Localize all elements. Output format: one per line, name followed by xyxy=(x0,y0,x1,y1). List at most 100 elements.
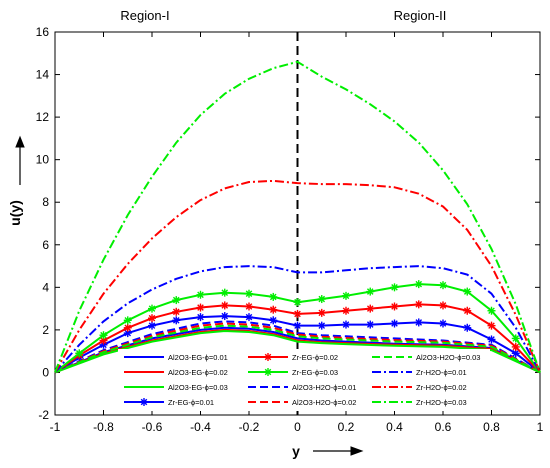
series-marker xyxy=(317,321,326,330)
legend-label: Al2O3-EG-ϕ=0.01 xyxy=(168,353,228,362)
y-tick-label: -2 xyxy=(38,408,49,422)
series-marker xyxy=(148,314,156,323)
legend: Al2O3-EG-ϕ=0.01 Al2O3-EG-ϕ=0.02 Al2O3-EG-ϕ… xyxy=(118,349,490,411)
series-marker xyxy=(390,283,399,292)
legend-label: Zr-EG-ϕ=0.02 xyxy=(292,353,338,362)
series-marker xyxy=(487,335,496,344)
series-marker xyxy=(269,316,278,325)
series-marker xyxy=(245,313,253,322)
series-marker xyxy=(196,313,205,322)
series-marker xyxy=(196,303,205,312)
series-marker xyxy=(293,321,302,330)
y-axis-label: u(y) xyxy=(7,200,23,226)
series-marker xyxy=(390,319,399,328)
series-marker xyxy=(366,304,375,313)
legend-label: Zr-H2O-ϕ=0.02 xyxy=(416,383,467,392)
y-tick-label: 0 xyxy=(42,365,49,379)
series-marker xyxy=(123,323,132,332)
series-marker xyxy=(439,281,447,290)
x-tick-label: -1 xyxy=(50,420,61,434)
series-marker xyxy=(439,319,447,328)
series-marker xyxy=(317,295,326,304)
series-marker xyxy=(220,288,229,297)
series-marker xyxy=(196,290,205,299)
series-marker xyxy=(99,331,108,340)
legend-label: Al2O3-EG-ϕ=0.02 xyxy=(168,368,228,377)
series-line-10 xyxy=(54,179,541,373)
axes: -1 -0.8 -0.6 -0.4 -0.2 0 0.2 0.4 0.6 0.8 1 -2 0 2 4 6 8 1… xyxy=(36,25,544,434)
legend-label: Al2O3-EG-ϕ=0.03 xyxy=(168,383,228,392)
series-marker xyxy=(148,304,156,313)
x-axis-label: y xyxy=(292,443,300,459)
series-marker xyxy=(414,300,423,309)
series-marker xyxy=(269,305,278,314)
series-marker xyxy=(293,309,302,318)
series-marker xyxy=(511,342,520,351)
y-axis-arrow xyxy=(15,135,25,185)
x-tick-label: -0.4 xyxy=(190,420,211,434)
series-marker xyxy=(414,280,423,289)
x-tick-label: 0.6 xyxy=(435,420,452,434)
y-tick-label: 4 xyxy=(42,280,49,294)
series-line-8 xyxy=(54,324,541,374)
series-marker xyxy=(487,306,496,315)
x-axis-arrow xyxy=(313,446,364,456)
series-marker xyxy=(463,306,472,315)
series-marker xyxy=(463,323,472,332)
y-tick-label: 8 xyxy=(42,195,49,209)
series-marker xyxy=(511,334,520,343)
y-tick-label: 14 xyxy=(36,68,50,82)
y-tick-label: 12 xyxy=(36,110,50,124)
x-tick-label: -0.2 xyxy=(239,420,260,434)
x-tick-label: -0.6 xyxy=(142,420,163,434)
series-line-9 xyxy=(54,265,541,374)
legend-label: Al2O3-H2O-ϕ=0.02 xyxy=(292,398,356,407)
legend-label: Zr-H2O-ϕ=0.01 xyxy=(416,368,467,377)
y-tick-label: 10 xyxy=(36,153,50,167)
series-marker xyxy=(342,306,350,315)
legend-label: Al2O3-H2O-ϕ=0.03 xyxy=(416,353,480,362)
series-marker xyxy=(220,301,229,310)
series-line-11 xyxy=(54,60,541,373)
series-marker xyxy=(172,296,181,305)
series-marker xyxy=(172,307,181,316)
legend-label: Zr-H2O-ϕ=0.03 xyxy=(416,398,467,407)
x-tick-label: 0.8 xyxy=(483,420,500,434)
series-line-7 xyxy=(54,322,541,374)
series-marker xyxy=(99,336,108,345)
series-line-6 xyxy=(54,320,541,374)
series-marker xyxy=(140,398,148,406)
series-line-2 xyxy=(54,330,541,374)
series-marker xyxy=(293,298,302,307)
y-tick-label: 16 xyxy=(36,25,50,39)
legend-label: Al2O3-H2O-ϕ=0.01 xyxy=(292,383,356,392)
series-marker xyxy=(123,316,132,325)
series-marker xyxy=(264,353,272,361)
y-tick-label: 6 xyxy=(42,238,49,252)
region-label-right: Region-II xyxy=(394,8,447,23)
legend-box xyxy=(118,349,490,411)
series-marker xyxy=(75,349,84,358)
x-tick-label: 0.4 xyxy=(386,420,403,434)
series-marker xyxy=(172,316,181,325)
region-label-left: Region-I xyxy=(120,8,169,23)
series-layer xyxy=(54,60,541,374)
series-marker xyxy=(342,291,350,300)
legend-label: Zr-EG-ϕ=0.03 xyxy=(292,368,338,377)
series-marker xyxy=(269,292,278,301)
x-tick-label: 1 xyxy=(537,420,544,434)
series-marker xyxy=(487,321,496,330)
series-marker xyxy=(245,302,253,311)
series-marker xyxy=(463,287,472,296)
series-line-1 xyxy=(54,328,541,374)
y-tick-label: 2 xyxy=(42,323,49,337)
series-marker xyxy=(414,318,423,327)
series-marker xyxy=(342,320,350,329)
series-marker xyxy=(220,312,229,321)
series-marker xyxy=(317,308,326,317)
series-marker xyxy=(366,287,375,296)
series-marker xyxy=(245,289,253,298)
x-tick-label: 0 xyxy=(294,420,301,434)
series-marker xyxy=(148,321,156,330)
x-tick-label: -0.8 xyxy=(93,420,114,434)
